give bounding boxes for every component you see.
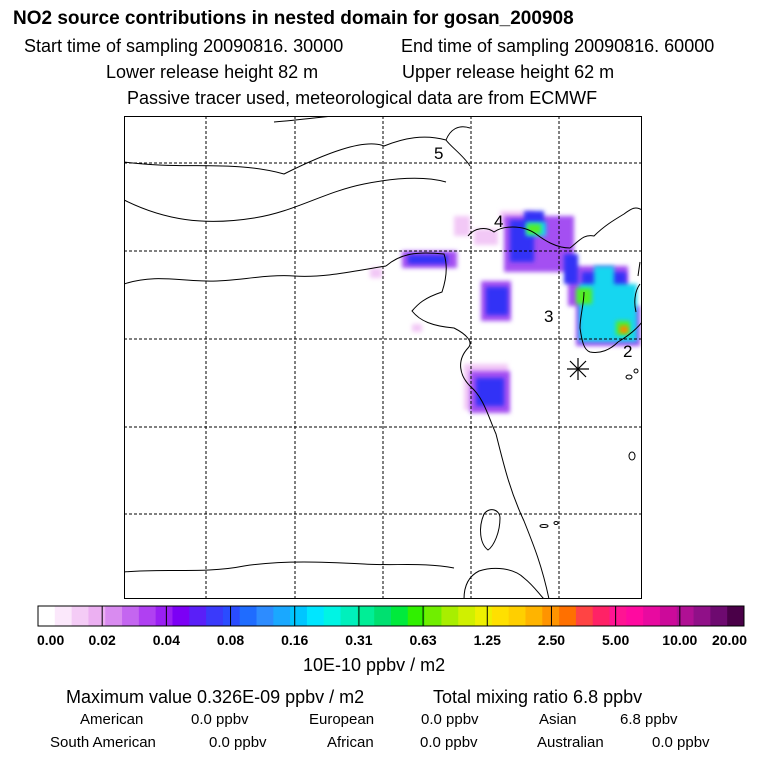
colorbar-cell [727, 606, 745, 626]
colorbar-tick-label: 0.31 [345, 632, 372, 648]
tracer-info-label: Passive tracer used, meteorological data… [127, 88, 598, 108]
colorbar-cell [626, 606, 644, 626]
source-african-value: 0.0 ppbv [420, 734, 478, 751]
colorbar-cell [340, 606, 358, 626]
colorbar-cell [391, 606, 409, 626]
colorbar-cell [138, 606, 157, 626]
small-islands [539, 368, 639, 528]
colorbar-cell [659, 606, 678, 626]
colorbar-cell [122, 606, 140, 626]
max-value-label: Maximum value 0.326E-09 ppbv / m2 [66, 687, 365, 707]
colorbar-cell [609, 606, 627, 626]
colorbar-cell [357, 606, 375, 626]
coastlines [124, 116, 642, 599]
colorbar-cell [475, 606, 493, 626]
colorbar-cell [273, 606, 291, 626]
colorbar-tick-label: 0.63 [409, 632, 436, 648]
colorbar-cell [206, 606, 224, 626]
source-european-value: 0.0 ppbv [421, 711, 479, 728]
colorbar-cell [676, 606, 695, 626]
marker-2: 2 [623, 342, 632, 361]
colorbar-cell [542, 606, 560, 626]
colorbar-cell [592, 606, 611, 626]
lower-release-label: Lower release height 82 m [106, 62, 319, 82]
colorbar-cell [643, 606, 661, 626]
map-panel: 5 4 3 2 [124, 116, 642, 599]
colorbar-cell [508, 606, 526, 626]
colorbar-cell [88, 606, 106, 626]
colorbar-cell [424, 606, 442, 626]
marker-4: 4 [494, 212, 503, 231]
colorbar-tick-label: 5.00 [602, 632, 629, 648]
colorbar-cells [37, 605, 745, 627]
colorbar-cell [155, 606, 173, 626]
colorbar-labels: 0.00 0.02 0.04 0.08 0.16 0.31 0.63 1.25 2.50 5.00… [37, 632, 747, 648]
colorbar: 0.00 0.02 0.04 0.08 0.16 0.31 0.63 1.25 2.50 5.00… [37, 605, 747, 648]
source-american-value: 0.0 ppbv [191, 711, 249, 728]
colorbar-cell [38, 606, 56, 626]
end-time-label: End time of sampling 20090816. 60000 [401, 36, 715, 56]
colorbar-cell [290, 606, 308, 626]
receptor-asterisk-icon [567, 358, 589, 380]
colorbar-cell [491, 606, 510, 626]
plume-peak [620, 326, 628, 333]
colorbar-cell [189, 606, 207, 626]
colorbar-tick-label: 0.00 [37, 632, 64, 648]
total-mixing-label: Total mixing ratio 6.8 ppbv [433, 687, 643, 707]
colorbar-tick-label: 0.08 [217, 632, 244, 648]
source-american-name: American [80, 711, 144, 728]
colorbar-cell [71, 606, 89, 626]
colorbar-cell [525, 606, 543, 626]
colorbar-cell [54, 606, 73, 626]
colorbar-cell [256, 606, 274, 626]
colorbar-cell [441, 606, 459, 626]
source-australian-name: Australian [537, 734, 604, 751]
colorbar-cell [374, 606, 392, 626]
source-south-american-value: 0.0 ppbv [209, 734, 267, 751]
upper-release-label: Upper release height 62 m [402, 62, 615, 82]
colorbar-cell [323, 606, 342, 626]
chart-title: NO2 source contributions in nested domai… [13, 8, 574, 29]
colorbar-unit-label: 10E-10 ppbv / m2 [303, 655, 446, 675]
taiwan-island [480, 509, 501, 551]
colorbar-ticks [37, 606, 745, 626]
colorbar-tick-label: 10.00 [662, 632, 697, 648]
colorbar-tick-label: 1.25 [474, 632, 501, 648]
colorbar-cell [306, 606, 325, 626]
colorbar-tick-label: 0.16 [281, 632, 308, 648]
marker-5: 5 [434, 144, 443, 163]
lat-lon-grid [124, 116, 642, 599]
source-asian-name: Asian [539, 711, 577, 728]
colorbar-cell [172, 606, 190, 626]
source-asian-value: 6.8 ppbv [620, 711, 678, 728]
source-australian-value: 0.0 ppbv [652, 734, 710, 751]
colorbar-tick-label: 0.04 [153, 632, 180, 648]
colorbar-cell [222, 606, 241, 626]
colorbar-cell [407, 606, 426, 626]
concentration-field [370, 211, 640, 413]
colorbar-cell [239, 606, 258, 626]
source-african-name: African [327, 734, 374, 751]
colorbar-tick-label: 2.50 [538, 632, 565, 648]
start-time-label: Start time of sampling 20090816. 30000 [24, 36, 344, 56]
marker-3: 3 [544, 307, 553, 326]
colorbar-cell [559, 606, 577, 626]
source-south-american-name: South American [50, 734, 156, 751]
colorbar-tick-label: 20.00 [712, 632, 747, 648]
colorbar-cell [458, 606, 476, 626]
colorbar-cell [693, 606, 711, 626]
colorbar-cell [105, 606, 123, 626]
colorbar-cell [575, 606, 594, 626]
colorbar-tick-label: 0.02 [89, 632, 116, 648]
source-european-name: European [309, 711, 375, 728]
colorbar-cell [710, 606, 728, 626]
map-frame [124, 116, 642, 599]
